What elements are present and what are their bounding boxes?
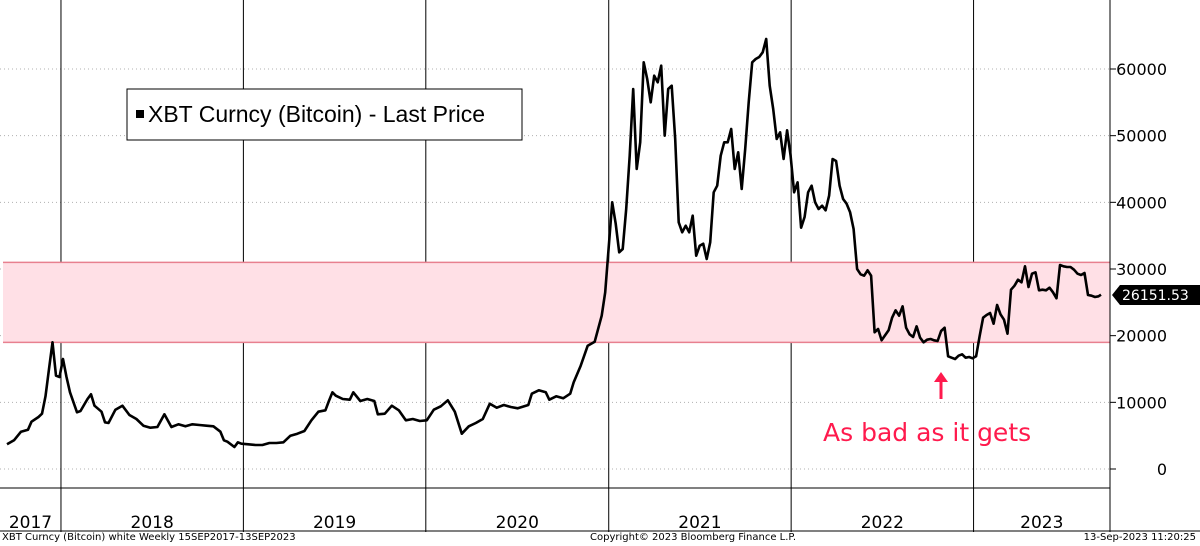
legend-swatch xyxy=(136,110,144,118)
y-tick-label: 50000 xyxy=(1116,127,1167,146)
x-tick-label: 2019 xyxy=(313,513,356,533)
y-tick-label: 10000 xyxy=(1116,393,1167,412)
band-fill xyxy=(2,262,1111,343)
last-price-tag xyxy=(1112,285,1200,305)
y-tick-label: 30000 xyxy=(1116,260,1167,279)
price-band xyxy=(2,261,1111,344)
footer-series-info: XBT Curncy (Bitcoin) white Weekly 15SEP2… xyxy=(2,532,296,543)
y-tick-label: 60000 xyxy=(1116,60,1167,79)
series-group xyxy=(6,37,1102,449)
y-tick-label: 20000 xyxy=(1116,327,1167,346)
y-tick-label: 40000 xyxy=(1116,193,1167,212)
x-tick-label: 2022 xyxy=(861,513,904,533)
legend: XBT Curncy (Bitcoin) - Last Price xyxy=(126,88,523,141)
annotation: As bad as it gets xyxy=(823,372,1031,447)
axis-labels: 0 10000 20000 30000 40000 50000 60000 2017 2018 2… xyxy=(9,60,1167,533)
x-tick-label: 2021 xyxy=(678,513,721,533)
annotation-arrow-head xyxy=(934,372,948,382)
footer-copyright: Copyright© 2023 Bloomberg Finance L.P. xyxy=(590,532,797,543)
last-price-marker: 26151.53 xyxy=(1112,285,1200,305)
y-tick-label: 0 xyxy=(1157,460,1167,479)
x-tick-label: 2023 xyxy=(1020,513,1063,533)
legend-label: XBT Curncy (Bitcoin) - Last Price xyxy=(148,101,485,127)
series-line xyxy=(6,37,1102,449)
last-price-label: 26151.53 xyxy=(1122,288,1189,304)
axes xyxy=(0,0,1200,532)
footer-timestamp: 13-Sep-2023 11:20:25 xyxy=(1083,532,1196,543)
annotation-text: As bad as it gets xyxy=(823,418,1031,447)
x-tick-label: 2017 xyxy=(9,513,52,533)
x-tick-label: 2020 xyxy=(496,513,539,533)
legend-box xyxy=(126,88,523,141)
x-tick-label: 2018 xyxy=(131,513,174,533)
